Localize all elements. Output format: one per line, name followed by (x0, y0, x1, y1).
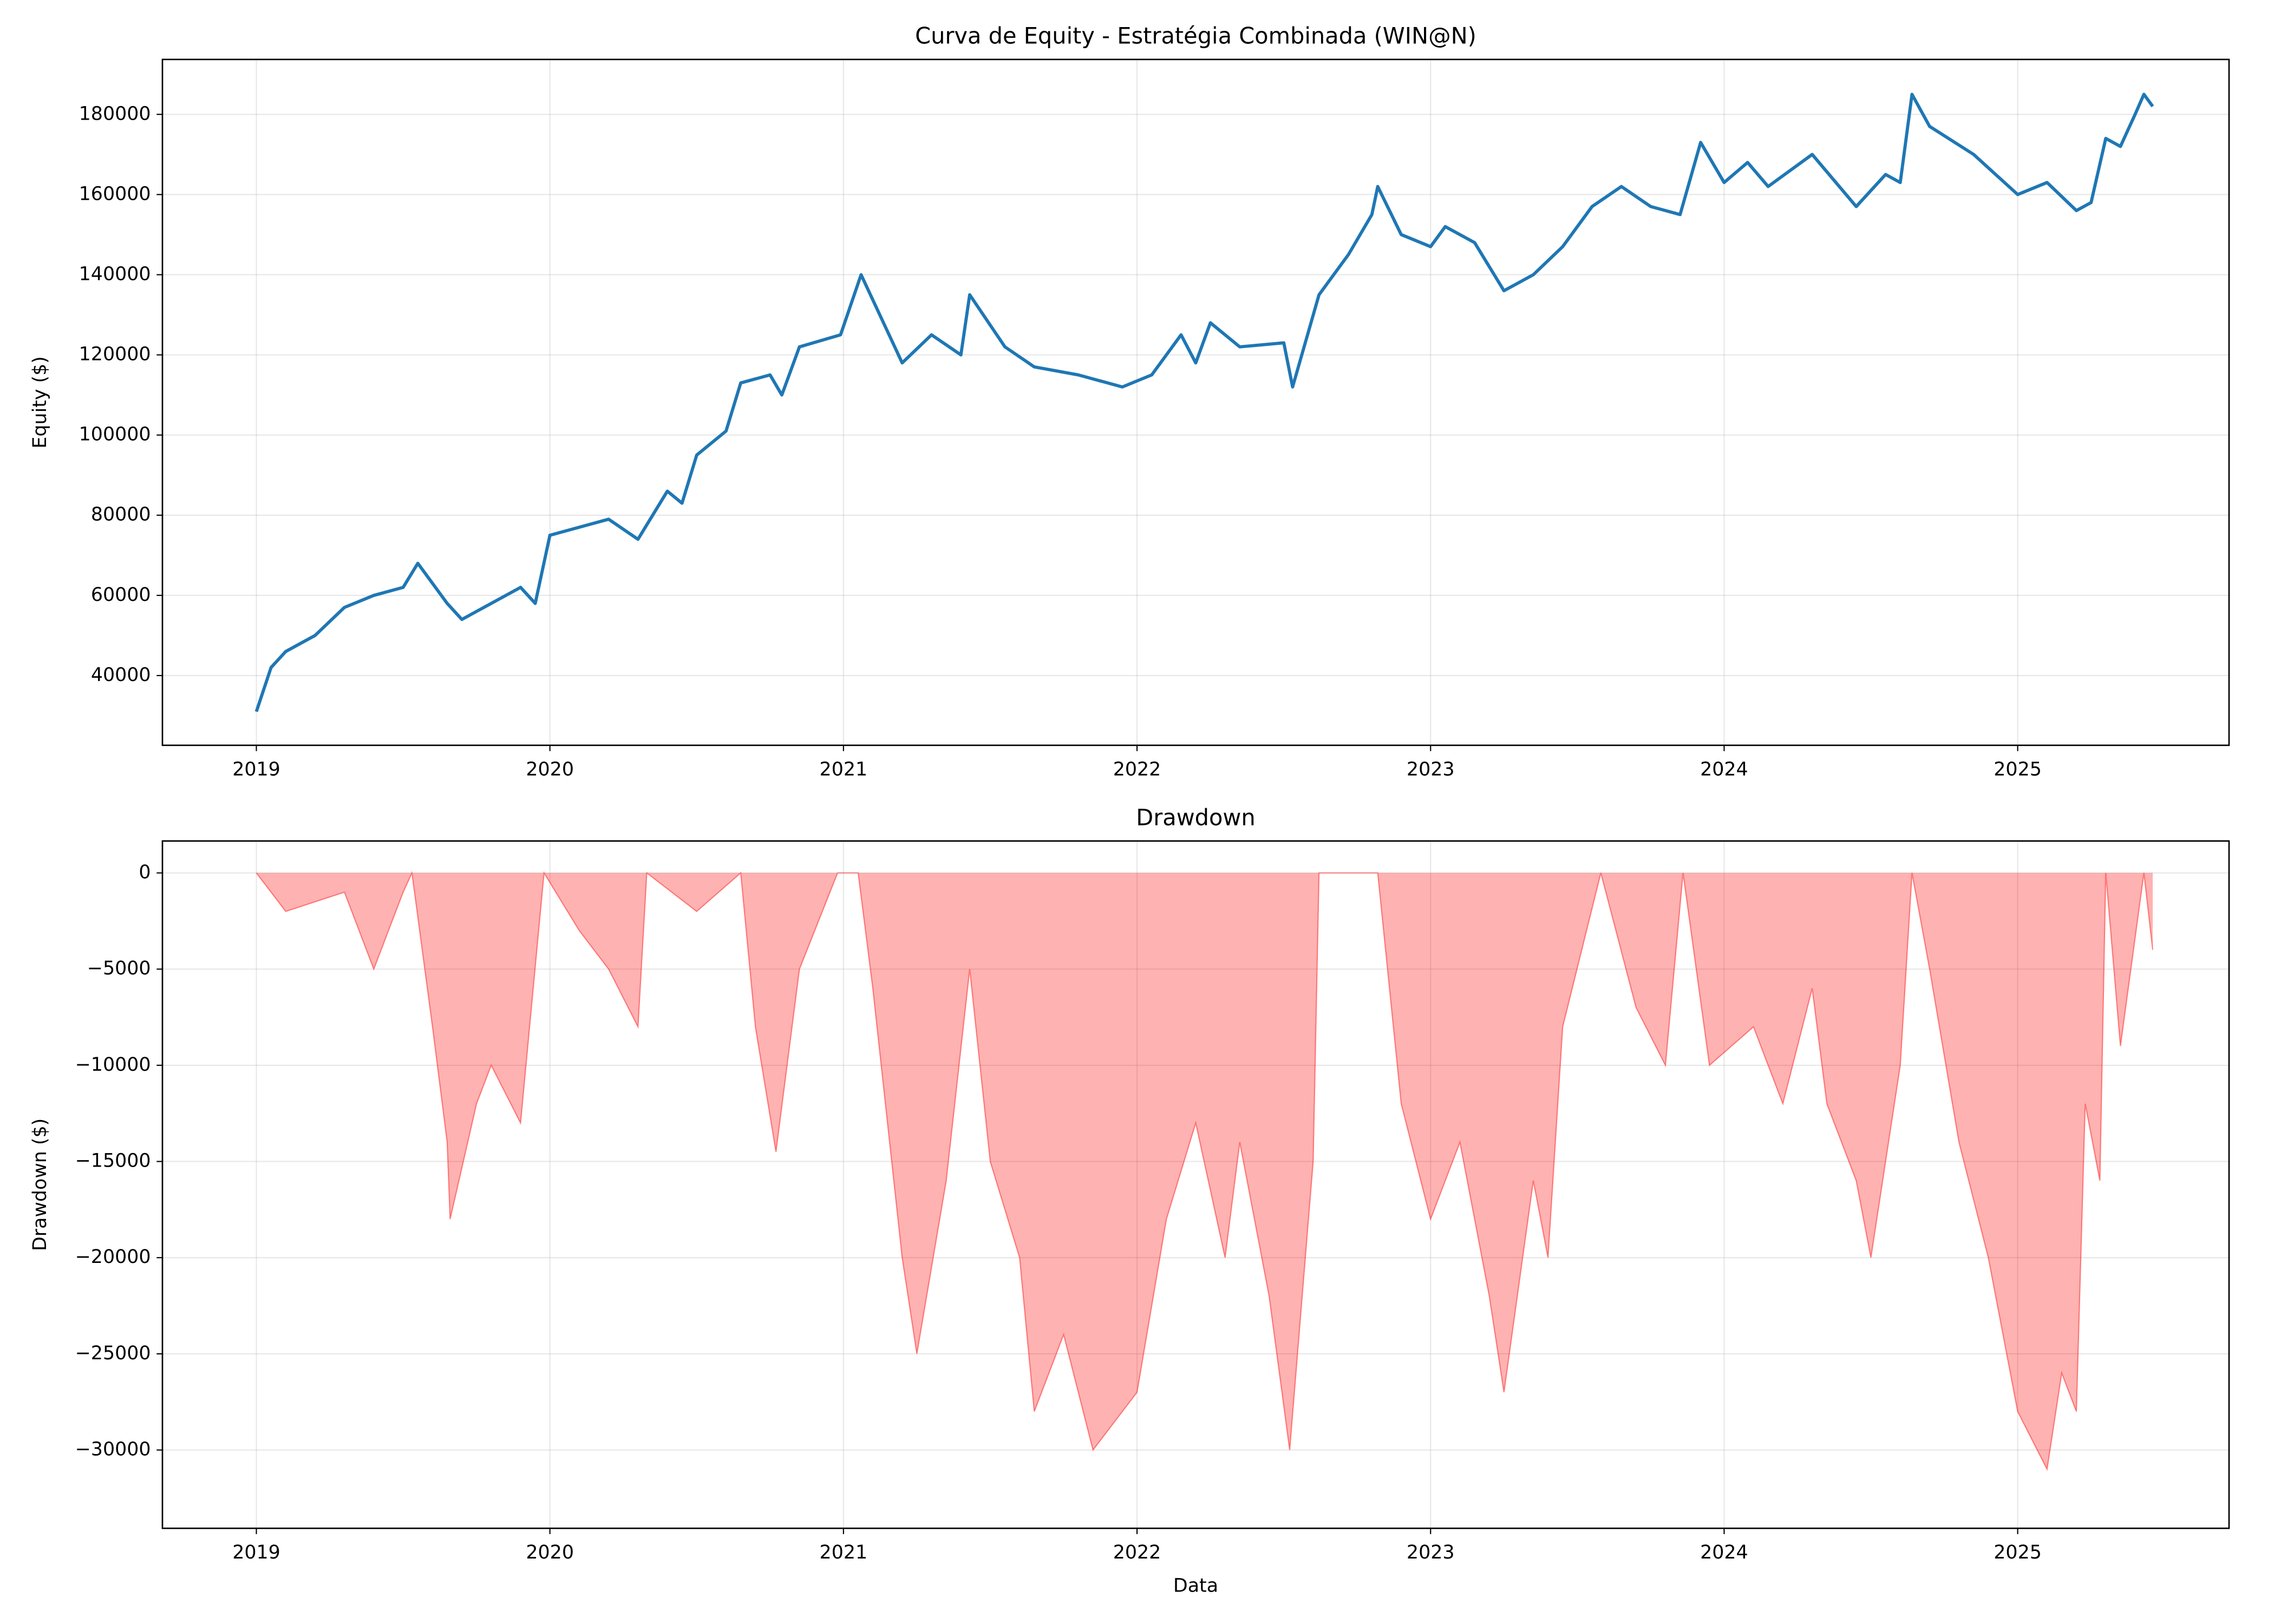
plot-frame (161, 840, 2230, 1529)
y-tick-label: −15000 (75, 1150, 151, 1172)
y-tick-label: −25000 (75, 1343, 151, 1364)
x-tick-label: 2025 (1994, 758, 2042, 780)
y-tick-label: −20000 (75, 1246, 151, 1268)
x-tick-label: 2024 (1700, 758, 1748, 780)
x-tick-label: 2022 (1113, 1542, 1161, 1563)
y-tick-label: 40000 (91, 664, 151, 686)
x-tick-label: 2019 (232, 758, 280, 780)
x-tick-label: 2022 (1113, 758, 1161, 780)
chart-title: Drawdown (1136, 804, 1255, 830)
x-tick-label: 2025 (1994, 1542, 2042, 1563)
plot-frame (161, 58, 2230, 746)
y-tick-label: −30000 (75, 1439, 151, 1461)
y-tick-label: 180000 (79, 103, 151, 125)
x-tick-label: 2023 (1407, 758, 1455, 780)
x-tick-label: 2024 (1700, 1542, 1748, 1563)
y-tick-label: 0 (139, 862, 151, 883)
drawdown-line (256, 870, 2154, 1471)
y-tick-label: 160000 (79, 183, 151, 205)
x-axis-label: Data (1173, 1575, 1218, 1596)
drawdown-area (256, 873, 2153, 1470)
y-tick-label: 60000 (91, 584, 151, 606)
equity-line (254, 93, 2154, 712)
y-tick-label: −10000 (75, 1054, 151, 1076)
y-tick-label: 100000 (79, 424, 151, 446)
x-tick-label: 2019 (232, 1542, 280, 1563)
x-tick-label: 2021 (820, 758, 868, 780)
x-tick-label: 2020 (526, 758, 574, 780)
y-tick-label: 140000 (79, 263, 151, 285)
y-tick-label: 120000 (79, 344, 151, 365)
chart-title: Curva de Equity - Estratégia Combinada (… (915, 23, 1476, 49)
y-tick-label: −5000 (87, 958, 151, 979)
x-tick-label: 2021 (820, 1542, 868, 1563)
x-tick-label: 2023 (1407, 1542, 1455, 1563)
y-tick-label: 80000 (91, 504, 151, 526)
y-axis-label: Drawdown ($) (29, 1118, 51, 1251)
x-tick-label: 2020 (526, 1542, 574, 1563)
y-axis-label: Equity ($) (29, 356, 51, 448)
